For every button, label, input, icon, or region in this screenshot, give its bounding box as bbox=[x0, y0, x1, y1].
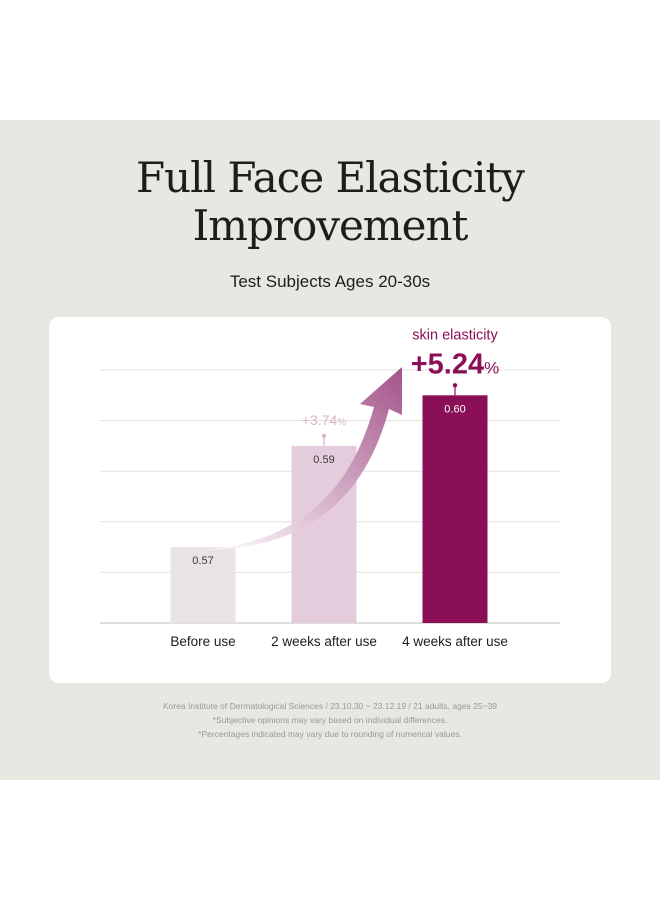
title-line-2: Improvement bbox=[192, 201, 469, 250]
bar-value-label: 0.60 bbox=[444, 403, 465, 415]
category-label: 2 weeks after use bbox=[271, 634, 377, 649]
bar-1 bbox=[170, 547, 236, 623]
chart-card: 0.57 Before use 0.59 2 weeks after use 0.60 4… bbox=[49, 317, 611, 683]
footnote-rounding: *Percentages indicated may vary due to r… bbox=[198, 729, 462, 739]
annotation-dot bbox=[452, 383, 458, 388]
annotation-dot bbox=[321, 433, 327, 439]
annotation-label: skin elasticity bbox=[412, 327, 498, 343]
content-panel: Full Face Elasticity Improvement Test Su… bbox=[0, 120, 660, 780]
bar-value-label: 0.57 bbox=[192, 555, 213, 567]
category-label: Before use bbox=[170, 634, 235, 649]
footnotes: Korea Institute of Dermatological Scienc… bbox=[0, 699, 660, 741]
trend-arrow-icon bbox=[204, 367, 402, 550]
bar-value-label: 0.59 bbox=[313, 454, 334, 466]
labels-group: 0.57 Before use 0.59 2 weeks after use 0.60 4… bbox=[170, 327, 508, 649]
title-line-1: Full Face Elasticity bbox=[135, 153, 525, 202]
bar-3 bbox=[422, 395, 488, 623]
annotation-value: +5.24% bbox=[411, 348, 500, 380]
footnote-source: Korea Institute of Dermatological Scienc… bbox=[162, 701, 498, 711]
footnote-subjective: *Subjective opinions may vary based on i… bbox=[212, 715, 448, 725]
page-title: Full Face Elasticity Improvement bbox=[0, 154, 660, 250]
bar-chart: 0.57 Before use 0.59 2 weeks after use 0.60 4… bbox=[100, 327, 560, 649]
category-label: 4 weeks after use bbox=[402, 634, 508, 649]
page-subtitle: Test Subjects Ages 20-30s bbox=[229, 272, 431, 291]
annotation-value: +3.74% bbox=[302, 412, 346, 428]
